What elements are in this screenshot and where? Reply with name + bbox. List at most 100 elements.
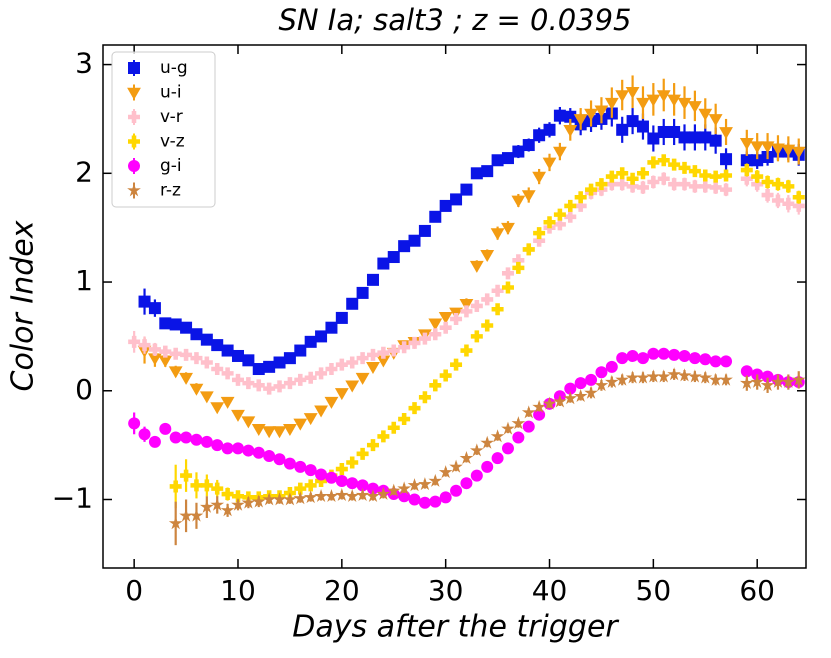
point: [200, 356, 213, 369]
point: [345, 489, 360, 503]
point: [251, 424, 266, 437]
point: [241, 416, 256, 429]
point: [429, 328, 442, 341]
point: [668, 158, 681, 171]
point: [418, 496, 431, 509]
series: [137, 75, 806, 439]
point: [584, 385, 598, 399]
point: [283, 352, 296, 365]
point: [542, 157, 557, 170]
point: [273, 453, 286, 466]
point: [138, 428, 151, 441]
point: [169, 347, 182, 360]
point: [220, 396, 235, 409]
point: [667, 94, 682, 107]
point: [315, 475, 328, 488]
point: [148, 302, 161, 315]
point: [418, 224, 431, 237]
point: [180, 321, 193, 334]
point: [595, 178, 608, 191]
point: [231, 349, 244, 362]
point: [521, 405, 536, 419]
point: [128, 417, 141, 430]
point: [148, 353, 162, 366]
point: [657, 125, 670, 138]
point: [469, 260, 484, 273]
point: [678, 349, 691, 362]
point: [460, 183, 473, 196]
point: [501, 281, 514, 294]
point: [740, 164, 753, 177]
point: [262, 426, 277, 439]
point: [304, 464, 317, 477]
point: [490, 228, 505, 241]
point: [616, 352, 629, 365]
y-tick-label: 2: [75, 155, 93, 188]
point: [771, 374, 785, 388]
point: [283, 492, 297, 506]
point: [356, 479, 369, 492]
legend-marker: [127, 183, 141, 197]
point: [636, 352, 649, 365]
point: [438, 465, 453, 479]
point: [626, 172, 639, 185]
point: [159, 422, 172, 435]
legend-label: v-r: [160, 107, 183, 127]
point: [709, 181, 722, 194]
point: [719, 127, 733, 140]
point: [709, 170, 722, 183]
legend-marker: [128, 111, 140, 123]
point: [138, 339, 151, 352]
point: [334, 388, 349, 401]
point: [740, 154, 753, 167]
series: [138, 100, 805, 376]
point: [699, 131, 712, 144]
point: [750, 374, 765, 388]
point: [148, 435, 161, 448]
point: [542, 396, 557, 410]
point: [355, 372, 370, 385]
point: [699, 353, 712, 366]
point: [190, 479, 203, 492]
point: [636, 181, 649, 194]
point: [720, 183, 733, 196]
point: [657, 172, 670, 185]
point: [512, 145, 525, 158]
point: [168, 366, 183, 379]
point: [511, 416, 526, 430]
point: [283, 377, 296, 390]
point: [439, 369, 452, 382]
point: [687, 101, 702, 114]
point: [522, 243, 535, 256]
point: [481, 319, 494, 332]
point: [190, 352, 203, 365]
point: [792, 191, 805, 204]
point: [169, 480, 182, 493]
point: [522, 420, 535, 433]
point: [657, 347, 670, 360]
point: [708, 372, 723, 386]
point: [490, 429, 505, 443]
point: [346, 456, 359, 469]
point: [657, 154, 670, 167]
point: [398, 341, 411, 354]
point: [200, 479, 213, 492]
point: [460, 477, 473, 490]
point: [231, 497, 245, 511]
point: [210, 402, 225, 415]
point: [626, 115, 639, 128]
legend: u-g u-i v-r v-z g-i r-z: [111, 51, 216, 208]
point: [210, 497, 225, 511]
point: [522, 139, 535, 152]
point: [376, 355, 391, 368]
legend-marker: [128, 62, 140, 74]
point: [242, 354, 255, 367]
point: [678, 178, 691, 191]
point: [199, 499, 214, 513]
point: [179, 372, 193, 385]
point: [688, 131, 701, 144]
point: [169, 318, 182, 331]
point: [304, 479, 317, 492]
point: [325, 363, 338, 376]
point: [626, 180, 639, 193]
